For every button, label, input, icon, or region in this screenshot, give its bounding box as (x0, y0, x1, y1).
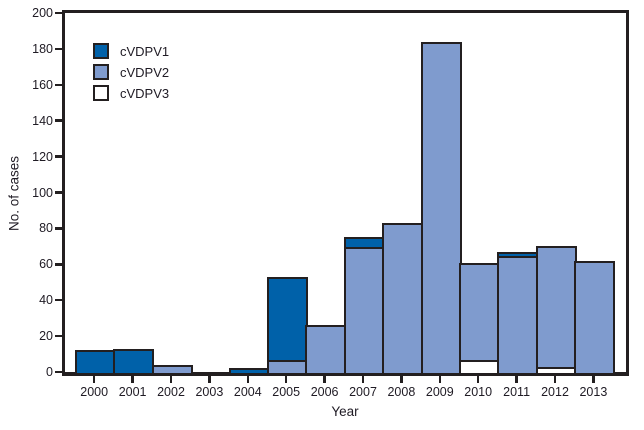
x-tick-2004 (246, 376, 250, 383)
bar-segment-cvdpv2-2006 (305, 325, 347, 375)
y-tick-label-140: 140 (32, 113, 53, 128)
legend-item-cvdpv3: cVDPV3 (93, 85, 169, 101)
x-tick-label-2003: 2003 (195, 385, 224, 399)
x-tick-2009 (438, 376, 442, 383)
y-tick-120 (55, 155, 62, 158)
y-tick-80 (55, 227, 62, 230)
y-tick-160 (55, 83, 62, 87)
x-tick-2000 (92, 376, 96, 383)
x-tick-2012 (553, 376, 557, 383)
legend-label-cvdpv1: cVDPV1 (120, 43, 170, 59)
x-axis-title: Year (331, 404, 359, 419)
y-tick-60 (55, 263, 62, 266)
y-tick-label-100: 100 (32, 185, 53, 200)
x-tick-2002 (169, 376, 173, 383)
y-tick-0 (55, 370, 62, 374)
legend-label-cvdpv2: cVDPV2 (120, 64, 170, 80)
bar-segment-cvdpv1-2000 (75, 350, 116, 375)
x-tick-label-2010: 2010 (464, 385, 493, 399)
y-tick-40 (55, 298, 62, 302)
y-tick-label-200: 200 (32, 6, 53, 20)
x-tick-label-2005: 2005 (272, 385, 301, 399)
y-tick-100 (55, 191, 62, 194)
x-tick-2006 (323, 376, 326, 383)
x-tick-label-2004: 2004 (233, 385, 262, 399)
y-tick-140 (55, 119, 62, 122)
y-tick-label-120: 120 (32, 149, 53, 164)
legend: cVDPV1 cVDPV2 cVDPV3 (93, 43, 169, 106)
x-tick-label-2009: 2009 (425, 385, 454, 399)
x-tick-label-2008: 2008 (387, 385, 416, 399)
bar-segment-cvdpv1-2004 (228, 368, 270, 375)
x-tick-2005 (284, 376, 288, 383)
bar-segment-cvdpv1-2001 (113, 348, 155, 375)
x-tick-2011 (515, 376, 518, 383)
bar-segment-cvdpv2-2007 (343, 246, 385, 375)
y-tick-180 (55, 47, 62, 51)
legend-item-cvdpv1: cVDPV1 (93, 43, 169, 59)
x-tick-label-2013: 2013 (579, 385, 608, 399)
bar-segment-cvdpv1-2011 (497, 251, 539, 258)
x-tick-2008 (400, 376, 403, 383)
y-tick-label-80: 80 (39, 221, 53, 236)
y-tick-label-0: 0 (46, 365, 53, 379)
x-tick-label-2011: 2011 (503, 385, 531, 399)
x-tick-label-2012: 2012 (541, 385, 569, 399)
legend-label-cvdpv3: cVDPV3 (120, 85, 170, 101)
legend-swatch-cvdpv2 (93, 64, 109, 80)
y-tick-200 (55, 11, 62, 15)
legend-item-cvdpv2: cVDPV2 (93, 64, 169, 80)
bar-segment-cvdpv1-2007 (343, 237, 385, 249)
x-tick-2001 (131, 376, 134, 383)
y-tick-label-180: 180 (32, 41, 53, 56)
x-tick-label-2007: 2007 (349, 385, 377, 399)
y-tick-label-160: 160 (32, 77, 53, 92)
bar-segment-cvdpv2-2013 (574, 260, 616, 375)
bars-container (65, 13, 626, 375)
plot-area: cVDPV1 cVDPV2 cVDPV3 (62, 10, 629, 376)
y-tick-label-20: 20 (39, 329, 53, 344)
bar-segment-cvdpv2-2012 (535, 246, 577, 370)
bar-segment-cvdpv2-2002 (151, 364, 193, 375)
bar-segment-cvdpv2-2011 (497, 255, 539, 375)
y-tick-label-40: 40 (39, 293, 53, 308)
legend-swatch-cvdpv1 (93, 43, 109, 59)
x-tick-2003 (208, 376, 211, 383)
legend-swatch-cvdpv3 (93, 85, 109, 101)
x-tick-label-2006: 2006 (310, 385, 339, 399)
x-tick-label-2002: 2002 (157, 385, 185, 399)
bar-segment-cvdpv2-2010 (459, 262, 500, 362)
x-tick-2013 (592, 376, 595, 383)
y-tick-20 (55, 334, 62, 338)
x-tick-label-2001: 2001 (118, 385, 147, 399)
x-tick-2007 (361, 376, 365, 383)
x-tick-label-2000: 2000 (80, 385, 109, 399)
bar-segment-cvdpv2-2008 (382, 223, 424, 375)
bar-segment-cvdpv2-2009 (420, 41, 462, 375)
y-tick-label-60: 60 (39, 257, 53, 272)
bar-segment-cvdpv1-2005 (267, 276, 308, 362)
x-tick-2010 (476, 376, 480, 383)
